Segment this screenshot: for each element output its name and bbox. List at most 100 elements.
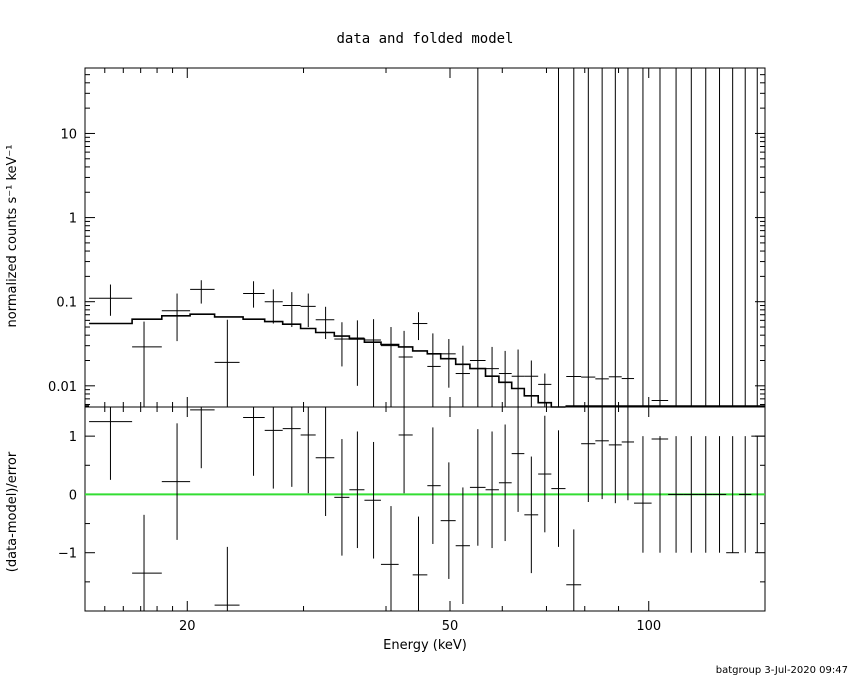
x-tick-label: 20 <box>179 619 196 634</box>
data-point <box>214 319 240 407</box>
residual-point <box>595 407 609 500</box>
residual-point <box>511 407 525 512</box>
residual-point <box>412 516 428 611</box>
residual-point <box>726 436 740 554</box>
data-point <box>132 321 162 407</box>
data-point <box>364 319 381 407</box>
residual-point <box>349 431 365 549</box>
residual-point <box>300 407 316 494</box>
data-point <box>455 345 470 407</box>
residual-point <box>621 407 635 501</box>
data-point <box>264 289 283 324</box>
residual-point <box>712 436 727 553</box>
data-point <box>634 68 652 408</box>
bottom-plot-frame <box>84 406 766 612</box>
y-tick-label: 1 <box>69 212 77 227</box>
data-point <box>566 68 582 407</box>
data-point <box>524 360 539 407</box>
data-point <box>581 68 596 407</box>
data-point <box>427 333 441 407</box>
data-point <box>726 68 740 408</box>
data-point <box>190 280 215 304</box>
data-point <box>551 68 566 408</box>
y-tick-label: 1 <box>69 430 77 445</box>
residual-point <box>566 529 582 611</box>
data-point <box>498 350 512 407</box>
y-tick-label: 0.1 <box>56 296 77 311</box>
residual-point <box>538 415 552 533</box>
data-point <box>469 68 486 407</box>
data-point <box>315 306 335 340</box>
residual-point <box>581 407 596 503</box>
residual-point <box>380 506 399 611</box>
data-point <box>243 281 265 308</box>
top-panel: 0.01 0.1 1 10 <box>48 67 766 408</box>
x-tick-label: 100 <box>636 619 661 634</box>
data-point <box>739 68 752 408</box>
residual-point <box>469 429 486 546</box>
data-point <box>621 68 635 407</box>
residual-point <box>634 436 652 553</box>
residual-point <box>455 487 470 605</box>
y-tick-label: −1 <box>58 547 77 562</box>
residual-point <box>751 435 765 553</box>
data-point <box>595 68 609 407</box>
residual-point <box>89 407 133 480</box>
residual-point <box>551 430 566 547</box>
data-point <box>538 373 552 407</box>
data-point <box>89 284 133 316</box>
residual-point <box>264 407 283 489</box>
data-point <box>300 293 316 328</box>
data-point <box>334 322 350 367</box>
residual-point <box>651 436 669 553</box>
residual-point <box>132 514 162 611</box>
chart-title: data and folded model <box>336 31 513 47</box>
data-point <box>349 320 365 386</box>
data-point <box>412 312 428 341</box>
residual-point <box>427 427 441 544</box>
x-tick-label: 50 <box>442 619 459 634</box>
data-point <box>698 68 713 408</box>
top-plot-frame <box>84 67 766 408</box>
data-point <box>651 68 669 407</box>
data-point <box>380 327 399 407</box>
residual-point <box>243 407 265 476</box>
residual-point <box>739 436 752 553</box>
data-point <box>282 292 301 328</box>
residual-point <box>364 441 381 559</box>
residual-point <box>398 407 413 494</box>
data-point <box>161 293 191 342</box>
data-point <box>398 330 413 407</box>
data-point <box>683 68 699 408</box>
residual-point <box>698 436 713 553</box>
residual-point <box>282 407 301 487</box>
residual-point <box>668 436 684 553</box>
data-point <box>608 68 622 407</box>
residual-point <box>524 456 539 574</box>
residual-point <box>334 439 350 556</box>
model-step-line <box>89 313 566 408</box>
y-tick-label: 10 <box>60 127 77 142</box>
x-axis-label: Energy (keV) <box>383 638 467 653</box>
residual-point <box>190 407 215 469</box>
residual-point <box>214 546 240 611</box>
data-point <box>751 68 765 408</box>
bottom-y-axis-label: (data-model)/error <box>5 451 20 572</box>
residual-point <box>608 407 622 504</box>
residual-point <box>498 424 512 542</box>
residual-point <box>683 436 699 553</box>
residual-point <box>315 407 335 516</box>
residual-point <box>161 423 191 540</box>
residual-point <box>485 431 499 549</box>
data-point <box>511 349 525 407</box>
footer-credit: batgroup 3-Jul-2020 09:47 <box>716 665 848 676</box>
data-point <box>668 68 684 408</box>
y-tick-label: 0.01 <box>48 380 77 395</box>
top-y-axis-label: normalized counts s⁻¹ keV⁻¹ <box>5 145 20 328</box>
data-point <box>440 339 456 388</box>
y-tick-label: 0 <box>69 488 77 503</box>
bottom-panel: 20 50 100 −1 0 1 <box>58 406 766 634</box>
residual-point <box>440 462 456 579</box>
data-point <box>712 68 727 408</box>
